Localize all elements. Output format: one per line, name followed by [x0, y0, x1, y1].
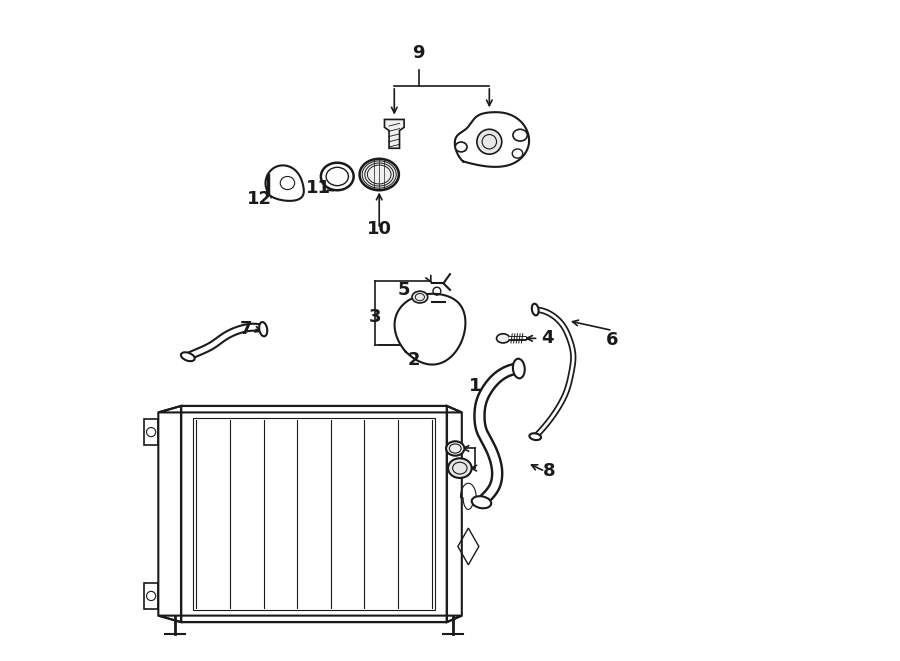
- Polygon shape: [454, 112, 529, 167]
- Polygon shape: [394, 293, 465, 365]
- Text: 1: 1: [469, 377, 482, 395]
- Ellipse shape: [513, 130, 527, 141]
- Ellipse shape: [321, 163, 354, 190]
- Text: 3: 3: [368, 309, 381, 327]
- Text: 12: 12: [248, 190, 273, 208]
- Text: 11: 11: [306, 178, 331, 196]
- Text: 7: 7: [239, 319, 252, 338]
- Text: 5: 5: [398, 281, 410, 299]
- Text: 6: 6: [607, 331, 619, 349]
- Ellipse shape: [181, 352, 194, 361]
- Ellipse shape: [455, 142, 467, 152]
- Polygon shape: [384, 120, 404, 148]
- Text: 4: 4: [541, 329, 554, 348]
- Ellipse shape: [513, 359, 525, 378]
- Ellipse shape: [512, 149, 523, 158]
- Ellipse shape: [477, 130, 502, 154]
- Ellipse shape: [359, 159, 399, 190]
- Ellipse shape: [412, 292, 427, 303]
- Ellipse shape: [529, 434, 541, 440]
- Ellipse shape: [497, 334, 509, 343]
- Ellipse shape: [448, 458, 472, 478]
- Ellipse shape: [259, 322, 267, 336]
- Ellipse shape: [446, 442, 464, 455]
- Ellipse shape: [472, 496, 491, 508]
- Text: 9: 9: [412, 44, 425, 62]
- Text: 2: 2: [408, 351, 420, 369]
- Ellipse shape: [532, 303, 538, 315]
- Polygon shape: [266, 165, 304, 201]
- Text: 10: 10: [366, 220, 392, 238]
- Text: 8: 8: [544, 463, 556, 481]
